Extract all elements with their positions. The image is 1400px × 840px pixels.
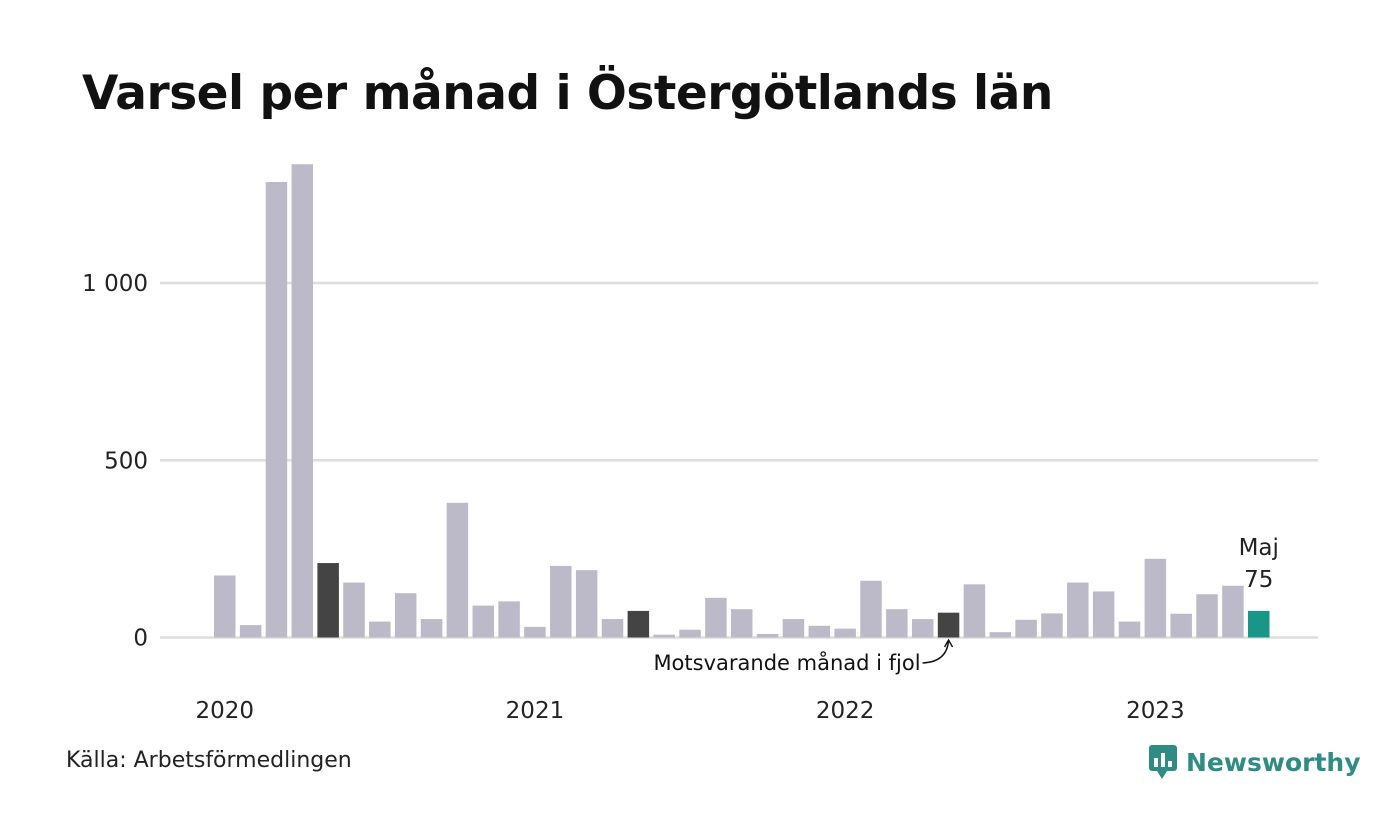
x-tick-label: 2020 [195, 698, 254, 724]
bar [498, 601, 520, 638]
bar [1118, 621, 1141, 638]
bar [1041, 613, 1063, 638]
source-note: Källa: Arbetsförmedlingen [66, 748, 352, 773]
bar [1144, 558, 1167, 638]
y-tick-label: 500 [104, 448, 148, 474]
bar [239, 625, 262, 638]
y-tick-label: 1 000 [82, 271, 148, 297]
chart-title: Varsel per månad i Östergötlands län [82, 66, 1053, 121]
annotation-month-label: Maj [1239, 535, 1279, 561]
bar [446, 502, 469, 638]
bar [808, 625, 831, 638]
bar [731, 609, 753, 638]
newsworthy-logo-icon [1149, 745, 1177, 779]
bar [575, 570, 598, 638]
annotation-arrow-line [922, 640, 950, 664]
bar [1092, 591, 1115, 638]
bar [886, 609, 908, 638]
bar [214, 575, 236, 638]
bar [1170, 613, 1192, 638]
bar [860, 580, 882, 638]
bar [756, 633, 779, 638]
x-tick-label: 2021 [506, 698, 565, 724]
x-tick-label: 2022 [816, 698, 875, 724]
bar [1222, 585, 1244, 638]
bar [705, 597, 727, 638]
bar-same-month-last-year [627, 610, 650, 638]
bar [1067, 582, 1089, 638]
x-axis-tick-labels: 2020 2021 2022 2023 [195, 698, 1184, 724]
y-axis-tick-labels: 0 500 1 000 [82, 271, 148, 652]
bar [989, 632, 1011, 638]
bar [291, 164, 314, 638]
bar [679, 629, 701, 638]
bar [601, 619, 624, 638]
bar-current-month [1248, 610, 1270, 638]
y-tick-label: 0 [133, 626, 148, 652]
bar-same-month-last-year [937, 612, 960, 638]
annotations: Maj 75 Motsvarande månad i fjol [653, 535, 1278, 675]
bar [963, 584, 986, 638]
bar [524, 626, 546, 638]
brand-logo[interactable]: Newsworthy [1148, 742, 1361, 782]
x-tick-label: 2023 [1126, 698, 1185, 724]
bar [911, 619, 934, 638]
bar [1015, 619, 1037, 638]
bar [834, 628, 856, 638]
bar [265, 181, 288, 638]
bar [394, 593, 417, 638]
bar [369, 621, 391, 638]
bar [550, 565, 572, 638]
bar [1196, 594, 1218, 638]
annotation-arrow-head [943, 638, 954, 648]
annotation-last-year-label: Motsvarande månad i fjol [653, 650, 920, 675]
bar [782, 619, 805, 638]
bar [420, 619, 443, 638]
brand-name: Newsworthy [1186, 747, 1361, 777]
bar [472, 605, 494, 638]
bar-same-month-last-year [317, 563, 339, 638]
bar [343, 582, 365, 638]
bars [214, 164, 1270, 638]
annotation-current-value: 75 [1244, 567, 1273, 593]
bar [653, 634, 675, 638]
